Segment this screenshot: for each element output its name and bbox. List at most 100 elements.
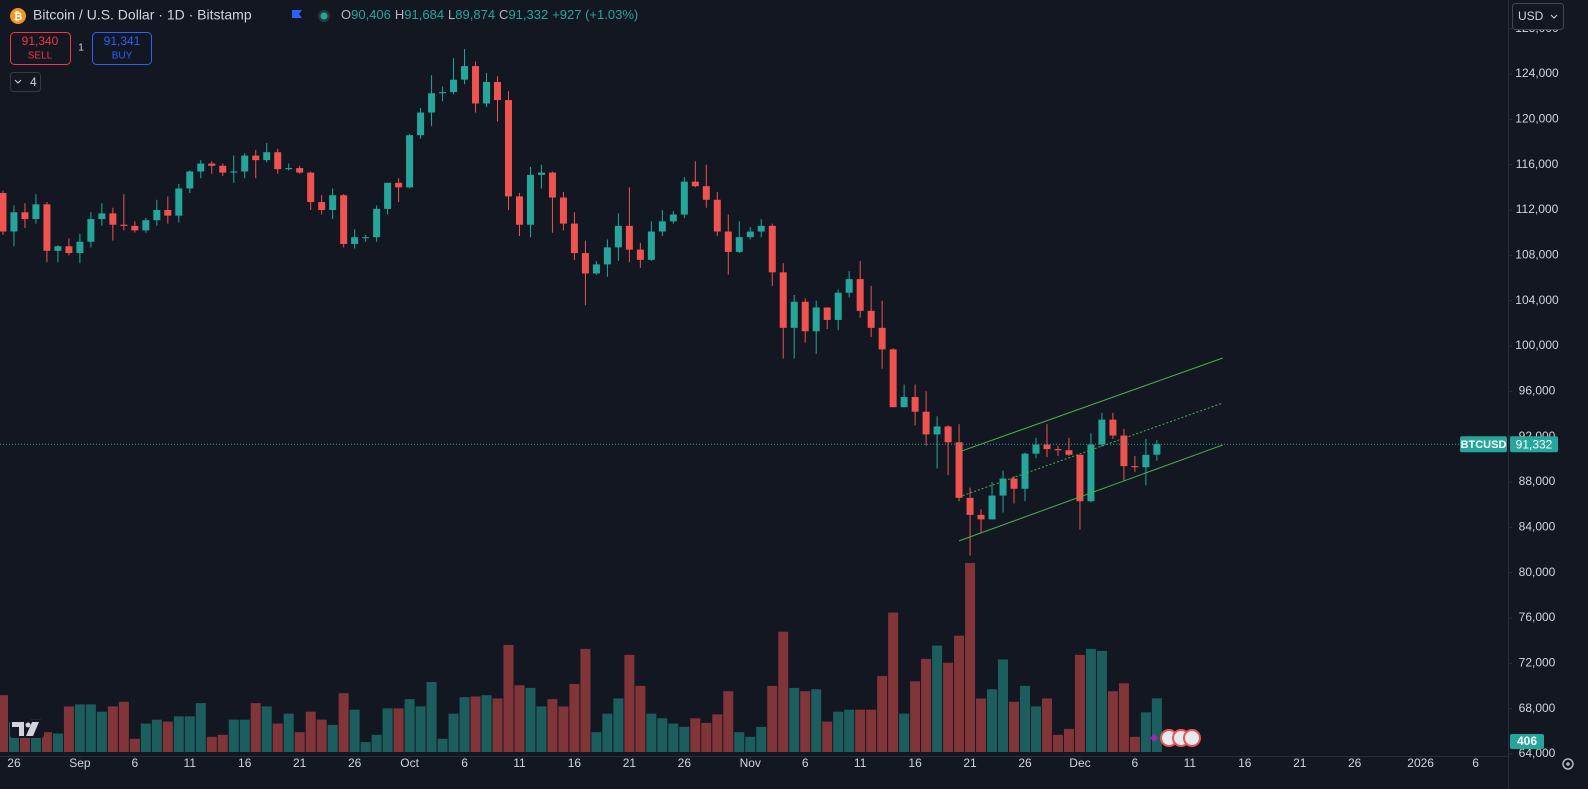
candle-body: [845, 279, 853, 293]
y-tick-label: 104,000: [1515, 293, 1559, 307]
y-tick-label: 124,000: [1515, 66, 1559, 80]
buy-button[interactable]: 91,341 BUY: [92, 32, 152, 65]
candle-body: [1076, 454, 1084, 502]
candle-body: [1098, 419, 1106, 445]
y-tick-label: 108,000: [1515, 247, 1559, 261]
volume-bar: [602, 713, 613, 752]
volume-bar: [624, 654, 635, 752]
volume-bar: [580, 648, 591, 752]
x-tick-label: 26: [348, 756, 362, 770]
sell-label[interactable]: SELL: [28, 51, 53, 62]
x-tick-label: 21: [623, 756, 637, 770]
candle-body: [1032, 444, 1040, 454]
volume-bar: [690, 718, 701, 752]
x-tick-label: 16: [568, 756, 582, 770]
volume-bar: [228, 719, 239, 752]
sell-box[interactable]: [10, 32, 71, 65]
volume-bar: [712, 714, 723, 752]
buy-label[interactable]: BUY: [112, 51, 133, 62]
candle-body: [933, 426, 941, 435]
volume-bar: [448, 713, 459, 752]
time-axis: [0, 756, 1508, 789]
x-tick-label: 2026: [1407, 756, 1434, 770]
x-tick-label: 6: [461, 756, 468, 770]
buy-box[interactable]: [92, 32, 152, 65]
volume-bar: [470, 696, 481, 752]
volume-bar: [822, 721, 833, 752]
volume-bar: [96, 711, 107, 752]
volume-bar: [261, 706, 272, 752]
indicators-box[interactable]: [10, 72, 41, 92]
event-diamond[interactable]: [1150, 734, 1158, 742]
settings-icon[interactable]: [1562, 758, 1574, 770]
event-icon[interactable]: [1183, 729, 1201, 747]
indicators-count[interactable]: 4: [30, 75, 37, 89]
last-price-tag: [1510, 436, 1558, 453]
chevron[interactable]: [1550, 14, 1558, 19]
candle-body: [834, 292, 842, 320]
candle-body: [54, 246, 62, 251]
chevron[interactable]: [14, 79, 22, 84]
y-tick-label: 68,000: [1519, 701, 1556, 715]
gear-center[interactable]: [1566, 762, 1570, 766]
volume-bar: [1063, 728, 1074, 752]
volume-bar: [305, 711, 316, 752]
candle-body: [768, 225, 776, 273]
candle-body: [472, 66, 480, 104]
symbol-tag: [1460, 436, 1507, 453]
buy-price[interactable]: 91,341: [104, 34, 141, 48]
volume-bar: [173, 716, 184, 752]
gear[interactable]: [1562, 758, 1574, 770]
candle-body: [417, 112, 425, 136]
candle-body: [559, 197, 567, 224]
volume-bar: [800, 691, 811, 752]
candle-body: [669, 214, 677, 222]
candle-body: [746, 231, 754, 238]
x-tick-label: 6: [1472, 756, 1479, 770]
currency-select[interactable]: USD: [1512, 3, 1564, 30]
candle-body: [32, 204, 40, 220]
event-icons[interactable]: [1150, 729, 1201, 747]
volume-bar: [976, 698, 987, 752]
x-tick-label: 11: [184, 756, 197, 770]
volume-bar: [547, 699, 558, 752]
candle-body: [406, 135, 414, 188]
candle-body: [515, 196, 523, 225]
candle-body: [450, 79, 458, 93]
volume-bar: [195, 703, 206, 752]
candle-body: [680, 181, 688, 215]
candle-body: [1142, 454, 1150, 468]
volume-bar: [151, 719, 162, 752]
x-tick-label: 26: [7, 756, 21, 770]
currency-label[interactable]: USD: [1518, 9, 1544, 23]
volume-bar: [1030, 706, 1041, 752]
volume-bar: [536, 706, 547, 752]
volume-bar: [866, 709, 877, 752]
y-tick-label: 100,000: [1515, 338, 1559, 352]
quantity[interactable]: 1: [78, 43, 84, 54]
volume-bar: [811, 689, 822, 752]
candle-body: [373, 208, 381, 238]
volume-bar: [415, 706, 426, 752]
currency-box[interactable]: [1512, 3, 1564, 30]
volume-bar: [910, 681, 921, 752]
x-tick-label: 16: [238, 756, 252, 770]
channel-line: [958, 357, 1223, 453]
volume-bar: [877, 676, 888, 752]
y-tick-label: 112,000: [1516, 202, 1559, 216]
volume-bar: [19, 726, 30, 752]
candle-body: [911, 396, 919, 412]
volume-bar: [1009, 701, 1020, 752]
volume-bar: [349, 709, 360, 752]
sell-button[interactable]: 91,340 SELL: [10, 32, 71, 65]
candle-body: [439, 92, 447, 94]
candle-body: [76, 241, 84, 254]
candle-body: [362, 237, 370, 239]
candle-body: [428, 93, 436, 113]
candle-body: [592, 264, 600, 274]
candle-body: [856, 279, 864, 311]
indicators-toggle[interactable]: 4: [10, 72, 41, 92]
candle-body: [219, 165, 227, 173]
sell-price[interactable]: 91,340: [22, 34, 59, 48]
legend-label: C: [499, 7, 508, 22]
